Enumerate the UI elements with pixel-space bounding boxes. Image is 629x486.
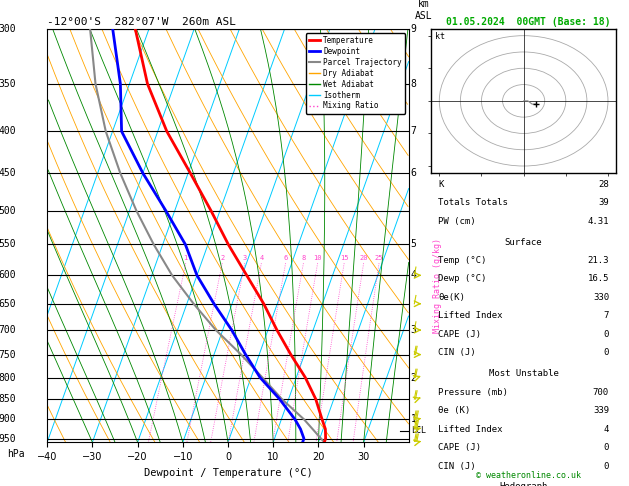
Text: 350: 350 (0, 79, 16, 89)
Text: 0: 0 (604, 462, 609, 470)
Text: 25: 25 (375, 255, 383, 261)
Text: 7: 7 (604, 312, 609, 320)
Text: 8: 8 (411, 79, 416, 89)
Text: Pressure (mb): Pressure (mb) (438, 388, 508, 397)
Text: 6: 6 (411, 168, 416, 178)
Text: 330: 330 (593, 293, 609, 302)
Text: Temp (°C): Temp (°C) (438, 256, 487, 265)
Text: 3: 3 (411, 325, 416, 335)
Text: 28: 28 (598, 180, 609, 189)
Text: 850: 850 (0, 394, 16, 404)
Text: θe(K): θe(K) (438, 293, 465, 302)
Text: © weatheronline.co.uk: © weatheronline.co.uk (476, 471, 581, 480)
Text: K: K (438, 180, 443, 189)
Text: -12°00'S  282°07'W  260m ASL: -12°00'S 282°07'W 260m ASL (47, 17, 236, 27)
Text: 339: 339 (593, 406, 609, 415)
Text: 300: 300 (0, 24, 16, 34)
Text: 7: 7 (411, 126, 416, 137)
Text: Mixing Ratio (g/kg): Mixing Ratio (g/kg) (433, 238, 442, 333)
Text: 700: 700 (593, 388, 609, 397)
Legend: Temperature, Dewpoint, Parcel Trajectory, Dry Adiabat, Wet Adiabat, Isotherm, Mi: Temperature, Dewpoint, Parcel Trajectory… (306, 33, 405, 114)
Text: CAPE (J): CAPE (J) (438, 330, 481, 339)
Text: kt: kt (435, 33, 445, 41)
Text: 4: 4 (604, 425, 609, 434)
Text: 2: 2 (411, 372, 416, 382)
Text: 2: 2 (220, 255, 225, 261)
Text: 1: 1 (184, 255, 188, 261)
Text: CIN (J): CIN (J) (438, 348, 476, 357)
Text: Hodograph: Hodograph (499, 483, 548, 486)
Text: km
ASL: km ASL (415, 0, 432, 21)
Text: θe (K): θe (K) (438, 406, 470, 415)
Text: 5: 5 (411, 240, 416, 249)
Text: 800: 800 (0, 372, 16, 382)
Text: 1: 1 (411, 415, 416, 424)
Text: 900: 900 (0, 415, 16, 424)
Text: Lifted Index: Lifted Index (438, 425, 503, 434)
Text: LCL: LCL (411, 427, 426, 435)
Text: Surface: Surface (505, 238, 542, 246)
Text: 9: 9 (411, 24, 416, 34)
Text: hPa: hPa (8, 449, 25, 459)
Text: 0: 0 (604, 348, 609, 357)
Text: 16.5: 16.5 (587, 275, 609, 283)
Text: 0: 0 (604, 443, 609, 452)
Text: 4: 4 (411, 270, 416, 280)
Text: Totals Totals: Totals Totals (438, 198, 508, 207)
Text: 4: 4 (259, 255, 264, 261)
Text: CAPE (J): CAPE (J) (438, 443, 481, 452)
Text: 500: 500 (0, 206, 16, 216)
Text: 20: 20 (359, 255, 368, 261)
Text: 39: 39 (598, 198, 609, 207)
Text: 600: 600 (0, 270, 16, 280)
Text: Most Unstable: Most Unstable (489, 369, 559, 378)
Text: Lifted Index: Lifted Index (438, 312, 503, 320)
Text: 01.05.2024  00GMT (Base: 18): 01.05.2024 00GMT (Base: 18) (446, 17, 611, 27)
Text: CIN (J): CIN (J) (438, 462, 476, 470)
Text: Dewp (°C): Dewp (°C) (438, 275, 487, 283)
Text: 15: 15 (340, 255, 348, 261)
Text: 21.3: 21.3 (587, 256, 609, 265)
X-axis label: Dewpoint / Temperature (°C): Dewpoint / Temperature (°C) (143, 468, 313, 478)
Text: 700: 700 (0, 325, 16, 335)
Text: 6: 6 (284, 255, 287, 261)
Text: 650: 650 (0, 299, 16, 309)
Text: 400: 400 (0, 126, 16, 137)
Text: 4.31: 4.31 (587, 217, 609, 226)
Text: 950: 950 (0, 434, 16, 444)
Text: 0: 0 (604, 330, 609, 339)
Text: PW (cm): PW (cm) (438, 217, 476, 226)
Text: 10: 10 (313, 255, 322, 261)
Text: 750: 750 (0, 349, 16, 360)
Text: 450: 450 (0, 168, 16, 178)
Text: 3: 3 (243, 255, 247, 261)
Text: 8: 8 (301, 255, 306, 261)
Text: 550: 550 (0, 240, 16, 249)
